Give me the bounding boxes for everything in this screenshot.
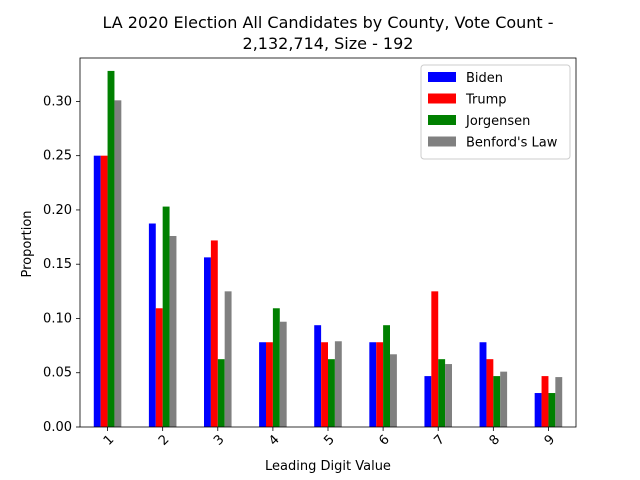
bar-biden-digit-4 xyxy=(259,342,266,427)
x-axis-label: Leading Digit Value xyxy=(265,459,391,474)
bar-biden-digit-1 xyxy=(93,155,101,427)
legend-swatch-jorgensen xyxy=(428,115,456,125)
bar-trump-digit-5 xyxy=(321,342,328,427)
legend-swatch-trump xyxy=(428,93,456,104)
bar-trump-digit-6 xyxy=(376,342,384,427)
y-tick-label: 0.30 xyxy=(43,94,72,109)
legend-label: Jorgensen xyxy=(465,114,530,129)
legend-label: Biden xyxy=(466,71,503,86)
bar-trump-digit-9 xyxy=(541,376,549,427)
bar-biden-digit-6 xyxy=(369,342,377,427)
legend-box xyxy=(420,64,571,160)
y-tick-label: 0.10 xyxy=(43,311,72,326)
y-axis-label: Proportion xyxy=(20,210,35,277)
y-tick-label: 0.00 xyxy=(43,420,72,435)
bar-benford-s-law-digit-2 xyxy=(169,235,177,427)
legend-swatch-biden xyxy=(428,72,456,82)
bar-jorgensen-digit-6 xyxy=(383,325,390,427)
legend-label: Benford's Law xyxy=(466,136,558,151)
bar-biden-digit-5 xyxy=(314,325,322,427)
bar-jorgensen-digit-9 xyxy=(548,393,556,427)
bar-jorgensen-digit-5 xyxy=(328,359,335,427)
chart-title-line2: 2,132,714, Size - 192 xyxy=(243,34,414,53)
bar-benford-s-law-digit-4 xyxy=(279,321,287,427)
bar-biden-digit-3 xyxy=(204,257,211,427)
bar-benford-s-law-digit-8 xyxy=(500,371,508,427)
bar-biden-digit-8 xyxy=(479,342,487,427)
bars xyxy=(93,70,563,428)
bar-jorgensen-digit-2 xyxy=(162,206,170,427)
bar-benford-s-law-digit-7 xyxy=(445,364,452,427)
bar-biden-digit-7 xyxy=(424,376,432,427)
bar-trump-digit-2 xyxy=(155,308,163,427)
bar-trump-digit-8 xyxy=(486,359,494,427)
bar-benford-s-law-digit-9 xyxy=(555,377,563,427)
y-tick-label: 0.05 xyxy=(43,366,72,381)
legend-swatch-benford-s-law xyxy=(428,136,456,147)
bar-jorgensen-digit-1 xyxy=(107,70,115,428)
bar-jorgensen-digit-7 xyxy=(438,359,446,427)
bar-jorgensen-digit-3 xyxy=(217,359,225,427)
bar-benford-s-law-digit-6 xyxy=(390,354,397,427)
chart-title-line1: LA 2020 Election All Candidates by Count… xyxy=(102,13,553,32)
legend: Biden Trump Jorgensen Benford's Law xyxy=(420,64,571,160)
bar-trump-digit-3 xyxy=(210,240,218,427)
bar-benford-s-law-digit-1 xyxy=(114,100,122,427)
bar-benford-s-law-digit-5 xyxy=(334,341,342,427)
legend-label: Trump xyxy=(465,93,507,108)
bar-biden-digit-2 xyxy=(148,223,156,427)
y-tick-label: 0.20 xyxy=(43,203,72,218)
y-tick-label: 0.15 xyxy=(43,257,72,272)
bar-trump-digit-4 xyxy=(266,342,273,427)
bar-biden-digit-9 xyxy=(534,393,542,427)
bar-jorgensen-digit-8 xyxy=(493,376,501,427)
y-tick-label: 0.25 xyxy=(43,149,72,164)
bar-benford-s-law-digit-3 xyxy=(224,291,232,427)
bar-trump-digit-7 xyxy=(431,291,439,427)
bar-jorgensen-digit-4 xyxy=(272,308,280,427)
bar-trump-digit-1 xyxy=(100,155,108,427)
